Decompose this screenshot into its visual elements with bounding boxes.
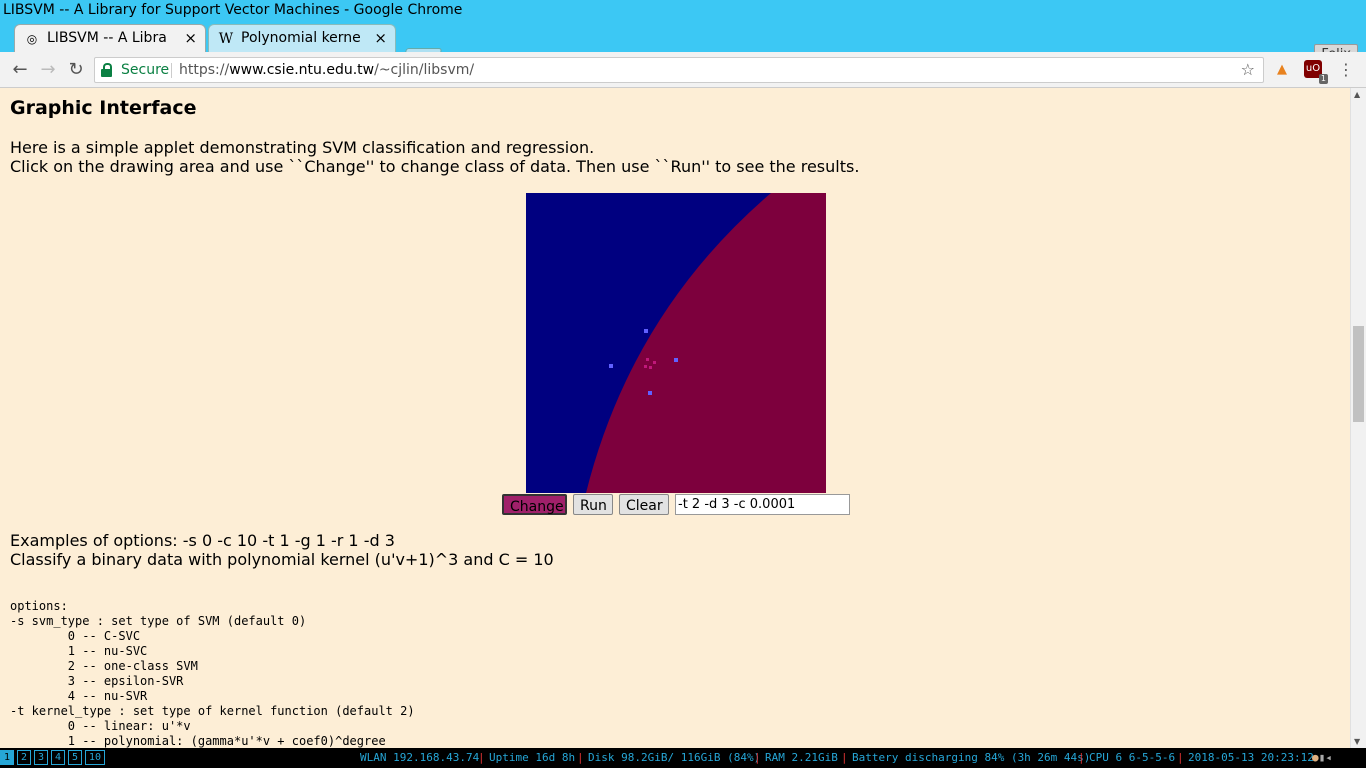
datetime-status: 2018-05-13 20:23:12	[1188, 751, 1314, 764]
system-status-bar: 1 2 3 4 5 10 WLAN 192.168.43.74 | Uptime…	[0, 748, 1366, 768]
battery-status: Battery discharging 84% (3h 26m 44s)	[852, 751, 1091, 764]
options-usage-text: options: -s svm_type : set type of SVM (…	[10, 599, 415, 748]
uptime-status: Uptime 16d 8h	[489, 751, 576, 764]
class1-point	[674, 358, 678, 362]
reload-icon[interactable]: ↻	[68, 59, 84, 80]
class1-point	[609, 364, 613, 368]
secure-label: Secure	[121, 62, 170, 78]
address-bar[interactable]: Secure https://www.csie.ntu.edu.tw/~cjli…	[94, 57, 1264, 83]
page-content: Graphic Interface Here is a simple apple…	[0, 88, 1350, 748]
chrome-menu-icon[interactable]: ⋮	[1338, 60, 1354, 79]
intro-line-1: Here is a simple applet demonstrating SV…	[10, 138, 595, 157]
wlan-status: WLAN 192.168.43.74	[360, 751, 480, 764]
url-text: https://www.csie.ntu.edu.tw/~cjlin/libsv…	[179, 58, 474, 82]
example-description: Classify a binary data with polynomial k…	[10, 550, 554, 569]
libsvm-favicon-icon: ◎	[26, 32, 38, 46]
class2-point	[646, 358, 649, 361]
status-separator: |	[754, 751, 761, 764]
tab-strip: ◎ LIBSVM -- A Library for Support Vector…	[0, 20, 1366, 68]
applet-controls: Change Run Clear	[0, 494, 1350, 518]
scroll-up-icon[interactable]: ▲	[1354, 90, 1361, 99]
ram-status: RAM 2.21GiB	[765, 751, 838, 764]
example-options: Examples of options: -s 0 -c 10 -t 1 -g …	[10, 531, 395, 550]
window-title: LIBSVM -- A Library for Support Vector M…	[0, 0, 1366, 20]
tab-libsvm[interactable]: ◎ LIBSVM -- A Library for Support Vector…	[14, 24, 206, 52]
disk-status: Disk 98.2GiB/ 116GiB (84%)	[588, 751, 761, 764]
tray-volume-icon[interactable]: ◂	[1325, 751, 1332, 764]
tab-label: LIBSVM -- A Library for Support Vector M…	[47, 30, 167, 46]
url-host: www.csie.ntu.edu.tw	[229, 62, 375, 78]
svm-options-input[interactable]	[675, 494, 850, 515]
workspace-button[interactable]: 10	[85, 750, 105, 765]
url-scheme: https://	[179, 62, 230, 78]
status-separator: |	[478, 751, 485, 764]
workspace-button[interactable]: 4	[51, 750, 65, 765]
tab-label: Polynomial kernel - Wikipedia	[241, 30, 361, 46]
workspace-button[interactable]: 3	[34, 750, 48, 765]
clear-button[interactable]: Clear	[619, 494, 669, 515]
scrollbar-thumb[interactable]	[1353, 326, 1364, 422]
bookmark-star-icon[interactable]: ☆	[1240, 60, 1255, 79]
workspace-button[interactable]: 5	[68, 750, 82, 765]
intro-line-2: Click on the drawing area and use ``Chan…	[10, 157, 860, 176]
tray-app-icon[interactable]: ●	[1312, 751, 1319, 764]
metamask-extension-icon[interactable]: ▲	[1277, 62, 1287, 77]
cpu-status: CPU 6 6-5-5-6	[1089, 751, 1176, 764]
ublock-extension-icon[interactable]: uO 1	[1304, 60, 1328, 84]
class2-point	[644, 365, 647, 368]
class1-point	[644, 329, 648, 333]
class2-region	[586, 193, 826, 493]
close-tab-icon[interactable]: ×	[374, 29, 387, 47]
class2-point	[653, 361, 656, 364]
svm-drawing-area[interactable]	[526, 193, 826, 493]
status-separator: |	[1078, 751, 1085, 764]
workspace-button[interactable]: 1	[0, 750, 14, 765]
change-button[interactable]: Change	[502, 494, 567, 515]
page-heading: Graphic Interface	[10, 97, 197, 119]
class2-point	[649, 366, 652, 369]
tab-polynomial-kernel[interactable]: W Polynomial kernel - Wikipedia ×	[208, 24, 396, 52]
page-scrollbar[interactable]: ▲ ▼	[1350, 88, 1366, 748]
browser-toolbar: ← → ↻ Secure https://www.csie.ntu.edu.tw…	[0, 52, 1366, 88]
status-separator: |	[1177, 751, 1184, 764]
wikipedia-favicon-icon: W	[218, 31, 234, 47]
back-icon[interactable]: ←	[12, 59, 28, 80]
system-tray[interactable]: ●▮◂	[1312, 750, 1364, 766]
tray-network-icon[interactable]: ▮	[1318, 751, 1326, 764]
status-separator: |	[577, 751, 584, 764]
run-button[interactable]: Run	[573, 494, 613, 515]
workspace-button[interactable]: 2	[17, 750, 31, 765]
url-path: /~cjlin/libsvm/	[374, 62, 475, 78]
omnibox-divider	[171, 63, 172, 78]
class1-point	[648, 391, 652, 395]
status-separator: |	[841, 751, 848, 764]
scroll-down-icon[interactable]: ▼	[1354, 737, 1361, 746]
forward-icon[interactable]: →	[40, 59, 56, 80]
ublock-count-badge: 1	[1318, 74, 1328, 84]
lock-icon	[101, 63, 112, 77]
close-tab-icon[interactable]: ×	[184, 29, 197, 47]
decision-region-canvas[interactable]	[526, 193, 826, 493]
